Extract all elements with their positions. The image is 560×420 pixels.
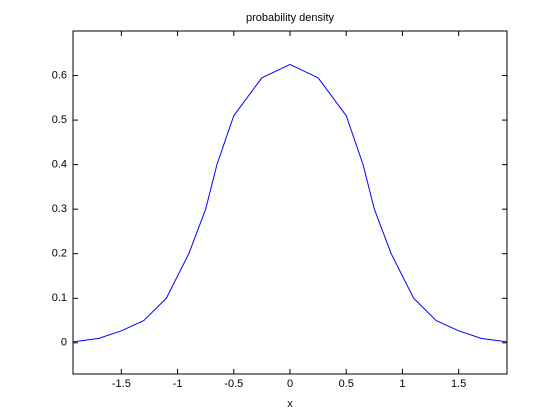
y-tick-label: 0.3 (52, 203, 67, 215)
y-tick-label: 0 (61, 337, 67, 349)
chart-title: probability density (246, 12, 335, 24)
y-tick-label: 0.1 (52, 292, 67, 304)
y-tick-label: 0.5 (52, 114, 67, 126)
y-tick-label: 0.6 (52, 69, 67, 81)
plot-frame (72, 30, 508, 375)
data-line (72, 63, 508, 343)
x-tick-label: -1 (173, 378, 183, 390)
x-tick-label: -1.5 (112, 378, 131, 390)
x-tick-label: 1 (399, 378, 405, 390)
x-tick-label: 1.5 (451, 378, 466, 390)
x-tick-label: 0.5 (339, 378, 354, 390)
y-tick-label: 0.2 (52, 248, 67, 260)
x-tick-label: 0 (287, 378, 293, 390)
x-tick-label: -0.5 (224, 378, 243, 390)
x-axis-label: x (287, 398, 293, 410)
y-tick-label: 0.4 (52, 159, 67, 171)
